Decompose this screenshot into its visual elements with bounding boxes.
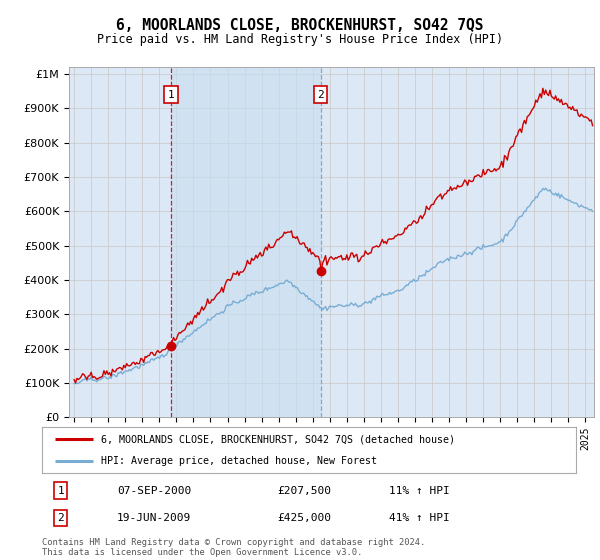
- Text: 2: 2: [58, 513, 64, 523]
- Text: 07-SEP-2000: 07-SEP-2000: [117, 486, 191, 496]
- Text: 19-JUN-2009: 19-JUN-2009: [117, 513, 191, 523]
- Text: 41% ↑ HPI: 41% ↑ HPI: [389, 513, 450, 523]
- Text: 2: 2: [317, 90, 324, 100]
- Text: HPI: Average price, detached house, New Forest: HPI: Average price, detached house, New …: [101, 456, 377, 466]
- Text: Contains HM Land Registry data © Crown copyright and database right 2024.
This d: Contains HM Land Registry data © Crown c…: [42, 538, 425, 557]
- Text: 1: 1: [168, 90, 175, 100]
- Text: 1: 1: [58, 486, 64, 496]
- Text: 11% ↑ HPI: 11% ↑ HPI: [389, 486, 450, 496]
- Bar: [171, 67, 321, 417]
- Text: Price paid vs. HM Land Registry's House Price Index (HPI): Price paid vs. HM Land Registry's House …: [97, 32, 503, 46]
- Text: £207,500: £207,500: [277, 486, 331, 496]
- Text: 6, MOORLANDS CLOSE, BROCKENHURST, SO42 7QS: 6, MOORLANDS CLOSE, BROCKENHURST, SO42 7…: [116, 18, 484, 32]
- Text: £425,000: £425,000: [277, 513, 331, 523]
- Text: 6, MOORLANDS CLOSE, BROCKENHURST, SO42 7QS (detached house): 6, MOORLANDS CLOSE, BROCKENHURST, SO42 7…: [101, 434, 455, 444]
